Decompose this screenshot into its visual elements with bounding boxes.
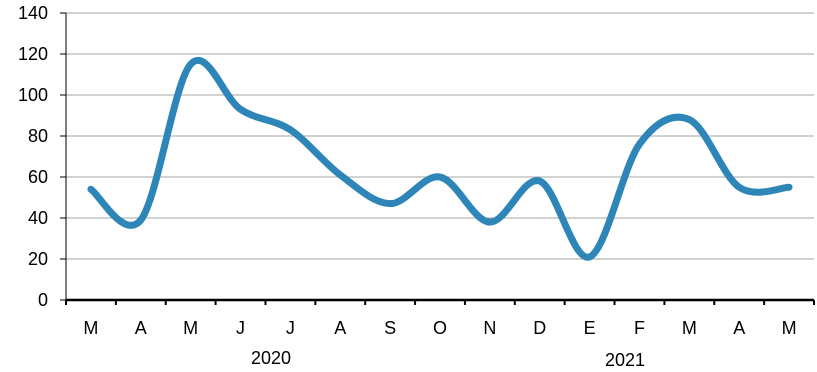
x-tick-label: M <box>782 318 797 338</box>
x-tick-label: M <box>83 318 98 338</box>
year-label-2021: 2021 <box>605 350 645 370</box>
x-tick-label: O <box>433 318 447 338</box>
y-tick-label: 60 <box>28 167 48 187</box>
x-tick-label: M <box>682 318 697 338</box>
x-tick-label: S <box>384 318 396 338</box>
x-tick-label: M <box>183 318 198 338</box>
x-tick-label: A <box>135 318 147 338</box>
y-tick-label: 100 <box>18 85 48 105</box>
x-tick-label: E <box>584 318 596 338</box>
y-tick-label: 20 <box>28 249 48 269</box>
y-tick-label: 80 <box>28 126 48 146</box>
series-line-0 <box>87 57 793 261</box>
x-tick-label: F <box>634 318 645 338</box>
series-group <box>87 57 793 261</box>
year-label-2020: 2020 <box>251 348 291 368</box>
y-tick-label: 40 <box>28 208 48 228</box>
x-tick-label: J <box>236 318 245 338</box>
x-tick-label: A <box>733 318 745 338</box>
x-tick-label: A <box>334 318 346 338</box>
y-tick-label: 140 <box>18 3 48 23</box>
x-tick-label: D <box>533 318 546 338</box>
x-tick-label: N <box>483 318 496 338</box>
y-tick-label: 0 <box>38 290 48 310</box>
y-tick-label: 120 <box>18 44 48 64</box>
x-tick-label: J <box>286 318 295 338</box>
y-axis: 0 20 40 60 80 100 120 140 <box>18 3 67 310</box>
